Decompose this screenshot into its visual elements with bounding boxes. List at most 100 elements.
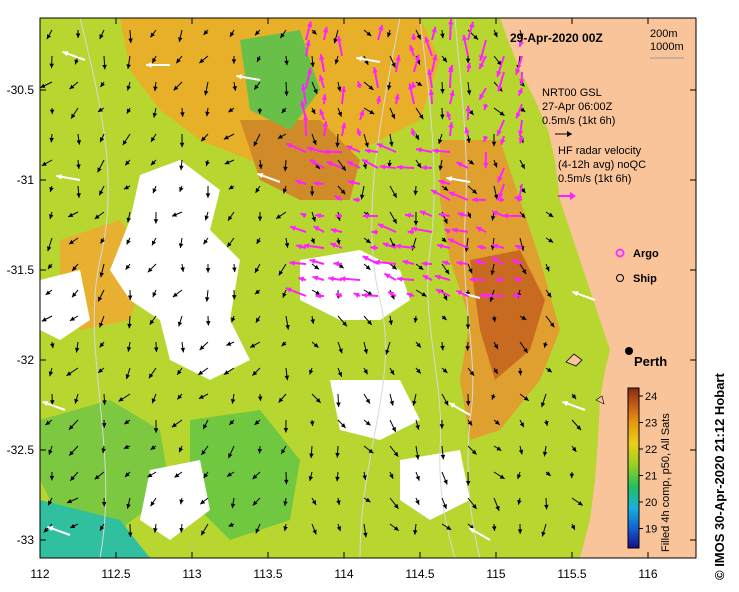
gsl-arrow xyxy=(148,367,157,379)
gsl-arrow xyxy=(126,107,132,114)
gsl-arrow xyxy=(97,289,105,302)
gsl-legend: NRT00 GSL 27-Apr 06:00Z 0.5m/s (1kt 6h) xyxy=(542,87,615,137)
hf-arrow xyxy=(394,93,400,105)
gsl-arrow xyxy=(204,211,209,221)
hf-arrow xyxy=(335,213,343,219)
gsl-arrow xyxy=(415,159,422,169)
hf-arrow xyxy=(421,260,433,267)
hf-arrow xyxy=(364,148,379,154)
gsl-arrow xyxy=(333,29,339,44)
gsl-arrow xyxy=(151,393,157,404)
gsl-arrow xyxy=(252,497,261,506)
colorbar-tick-label: 23 xyxy=(645,418,657,430)
gsl-arrow xyxy=(176,393,183,400)
gsl-arrow xyxy=(571,393,577,400)
gsl-arrow xyxy=(230,393,236,404)
gsl-arrow xyxy=(336,237,341,245)
gsl-arrow xyxy=(99,263,105,278)
hf-arrow xyxy=(289,225,307,233)
hf-arrow xyxy=(434,274,451,281)
gsl-arrow xyxy=(151,55,157,64)
gsl-arrow xyxy=(179,159,184,171)
gsl-arrow xyxy=(122,133,131,146)
gsl-arrow xyxy=(256,237,261,245)
gsl-arrow xyxy=(336,81,342,92)
gsl-arrow-strong xyxy=(62,50,86,61)
hf-arrow xyxy=(382,242,397,249)
gsl-arrow xyxy=(147,471,157,478)
gsl-arrow xyxy=(101,497,107,507)
gsl-arrow xyxy=(232,81,237,91)
gsl-arrow-strong xyxy=(572,290,596,301)
hf-arrow xyxy=(295,179,307,185)
hf-arrow xyxy=(424,36,433,57)
hf-arrow xyxy=(322,26,329,41)
gsl-arrow xyxy=(517,523,523,534)
gsl-arrow-strong xyxy=(356,56,381,63)
gsl-arrow-strong xyxy=(56,174,81,181)
gsl-arrow xyxy=(150,133,157,143)
hf-arrow xyxy=(306,146,325,153)
gsl-arrow xyxy=(465,393,471,406)
x-tick-label: 116 xyxy=(638,567,657,581)
gsl-arrow xyxy=(438,133,443,145)
gsl-arrow xyxy=(282,185,288,194)
gsl-arrow xyxy=(284,55,289,66)
hf-arrow xyxy=(513,276,523,283)
gsl-arrow xyxy=(544,497,549,510)
gsl-arrow xyxy=(441,185,449,192)
gsl-arrow xyxy=(97,107,105,113)
colorbar-title: Filled 4h comp, p50, All Sats xyxy=(660,413,672,552)
gsl-arrow xyxy=(493,497,500,512)
ship-symbol xyxy=(616,274,624,282)
gsl-arrow xyxy=(153,81,158,92)
hf-arrow xyxy=(427,69,433,89)
hf-arrow xyxy=(515,103,523,119)
hf-arrow xyxy=(428,89,435,105)
gsl-arrow xyxy=(363,237,372,244)
gsl-arrow xyxy=(467,185,478,195)
gsl-arrow xyxy=(252,471,261,480)
gsl-arrow xyxy=(66,497,79,504)
gsl-arrow xyxy=(283,419,289,433)
hf-arrow xyxy=(379,164,397,170)
gsl-arrow-strong xyxy=(47,525,71,536)
hf-arrow xyxy=(346,145,361,153)
gsl-arrow xyxy=(518,29,524,39)
hf-arrow xyxy=(305,39,311,57)
gsl-arrow xyxy=(199,341,209,351)
gsl-arrow xyxy=(127,315,132,329)
hf-arrow xyxy=(319,54,325,73)
gsl-legend-line-1: NRT00 GSL xyxy=(542,87,602,99)
gsl-arrow xyxy=(467,419,473,426)
gsl-arrow xyxy=(363,81,374,91)
gsl-arrow xyxy=(308,471,314,482)
hf-arrow xyxy=(303,243,325,249)
gsl-arrow xyxy=(150,445,157,451)
gsl-arrow xyxy=(542,445,548,457)
gsl-arrow xyxy=(255,523,261,534)
gsl-arrow xyxy=(363,289,373,296)
colorbar-tick-label: 19 xyxy=(645,524,657,536)
gsl-arrow xyxy=(519,393,530,402)
gsl-arrow xyxy=(40,81,53,89)
hf-arrow xyxy=(447,66,454,89)
hf-arrow xyxy=(313,225,325,233)
gsl-arrow xyxy=(102,55,107,70)
gsl-arrow xyxy=(177,315,183,327)
hf-arrow xyxy=(502,213,523,219)
gsl-arrow xyxy=(363,419,371,426)
gsl-arrow xyxy=(519,159,526,170)
hf-arrow xyxy=(376,142,397,153)
gsl-arrow xyxy=(337,367,343,377)
gsl-arrow xyxy=(123,419,131,425)
gsl-arrow xyxy=(311,107,316,115)
hf-arrow xyxy=(512,292,523,299)
gsl-arrow xyxy=(126,81,131,91)
hf-arrow xyxy=(411,33,417,41)
hf-arrow xyxy=(467,21,475,41)
gsl-arrow xyxy=(363,133,369,148)
y-tick-label: -31 xyxy=(17,173,35,187)
gsl-arrow xyxy=(76,133,82,145)
gsl-arrow xyxy=(440,445,446,460)
